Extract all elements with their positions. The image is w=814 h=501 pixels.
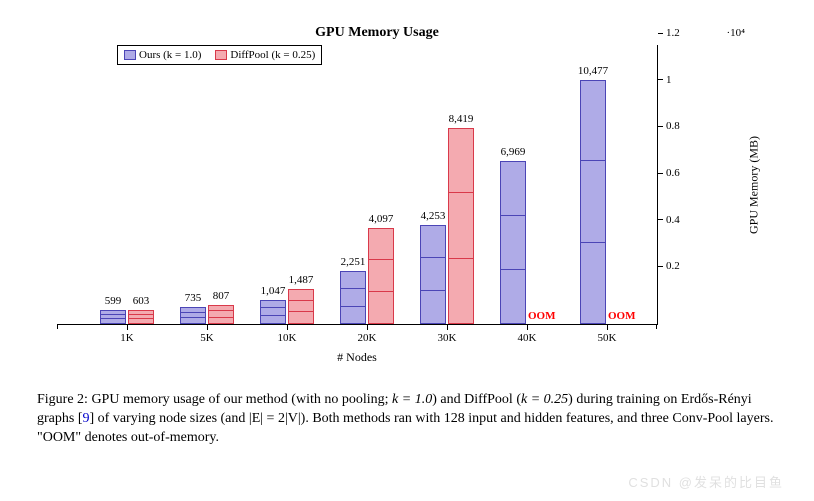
- bar-value-label: 6,969: [501, 146, 526, 158]
- y-tick: 0.6: [658, 167, 680, 179]
- citation-link[interactable]: 9: [83, 411, 90, 426]
- bar-diff: 8,419: [448, 128, 474, 324]
- y-tick: 0.2: [658, 260, 680, 272]
- bar-value-label: 1,487: [289, 274, 314, 286]
- y-axis-exponent: ·10⁴: [727, 27, 746, 39]
- bar-ours: 1,047: [260, 300, 286, 324]
- bar-diff: 1,487: [288, 289, 314, 324]
- chart-title: GPU Memory Usage: [0, 25, 757, 41]
- watermark: CSDN @发呆的比目鱼: [628, 472, 784, 491]
- bar-value-label: 603: [133, 295, 150, 307]
- bar-diff: 807: [208, 305, 234, 324]
- x-tick: 20K: [327, 325, 407, 344]
- bar-value-label: 8,419: [449, 113, 474, 125]
- bar-value-label: 2,251: [341, 256, 366, 268]
- bar-diff: 603: [128, 310, 154, 324]
- plot-area: 5996037358071,0471,4872,2514,0974,2538,4…: [57, 45, 657, 325]
- legend-item-ours: Ours (k = 1.0): [124, 49, 201, 61]
- bar-ours: 4,253: [420, 225, 446, 324]
- x-tick: 5K: [167, 325, 247, 344]
- bar-value-label: 1,047: [261, 285, 286, 297]
- bar-value-label: 10,477: [578, 65, 608, 77]
- y-axis: GPU Memory (MB) 0.20.40.60.811.2: [657, 45, 717, 325]
- x-tick: 50K: [567, 325, 647, 344]
- legend-label-ours: Ours (k = 1.0): [139, 49, 201, 61]
- bar-ours: 2,251: [340, 271, 366, 324]
- bar-group: 10,477OOM: [567, 45, 647, 324]
- x-tick: 1K: [87, 325, 167, 344]
- bar-groups: 5996037358071,0471,4872,2514,0974,2538,4…: [87, 45, 647, 324]
- y-tick: 1.2: [658, 27, 680, 39]
- bar-value-label: 807: [213, 290, 230, 302]
- bar-diff: 4,097: [368, 228, 394, 324]
- oom-label: OOM: [528, 310, 554, 322]
- y-tick: 0.8: [658, 120, 680, 132]
- bar-group: 599603: [87, 45, 167, 324]
- x-axis-label: # Nodes: [57, 350, 657, 365]
- y-tick: 1: [658, 74, 672, 86]
- legend-swatch-ours: [124, 50, 136, 60]
- bar-value-label: 599: [105, 295, 122, 307]
- x-ticks: 1K5K10K20K30K40K50K: [87, 325, 647, 344]
- y-tick: 0.4: [658, 214, 680, 226]
- bar-ours: 6,969: [500, 161, 526, 324]
- bar-value-label: 4,097: [369, 213, 394, 225]
- bar-group: 1,0471,487: [247, 45, 327, 324]
- oom-label: OOM: [608, 310, 634, 322]
- legend-swatch-diffpool: [215, 50, 227, 60]
- bar-ours: 599: [100, 310, 126, 324]
- legend: Ours (k = 1.0) DiffPool (k = 0.25): [117, 45, 322, 65]
- bar-ours: 735: [180, 307, 206, 324]
- legend-item-diffpool: DiffPool (k = 0.25): [215, 49, 315, 61]
- bar-group: 2,2514,097: [327, 45, 407, 324]
- bar-group: 4,2538,419: [407, 45, 487, 324]
- bar-group: 735807: [167, 45, 247, 324]
- x-tick: 10K: [247, 325, 327, 344]
- x-tick: 40K: [487, 325, 567, 344]
- figure-caption: Figure 2: GPU memory usage of our method…: [37, 391, 777, 448]
- bar-value-label: 735: [185, 292, 202, 304]
- legend-label-diffpool: DiffPool (k = 0.25): [230, 49, 315, 61]
- bar-group: 6,969OOM: [487, 45, 567, 324]
- x-tick: 30K: [407, 325, 487, 344]
- bar-value-label: 4,253: [421, 210, 446, 222]
- y-axis-label: GPU Memory (MB): [747, 136, 762, 234]
- bar-ours: 10,477: [580, 80, 606, 324]
